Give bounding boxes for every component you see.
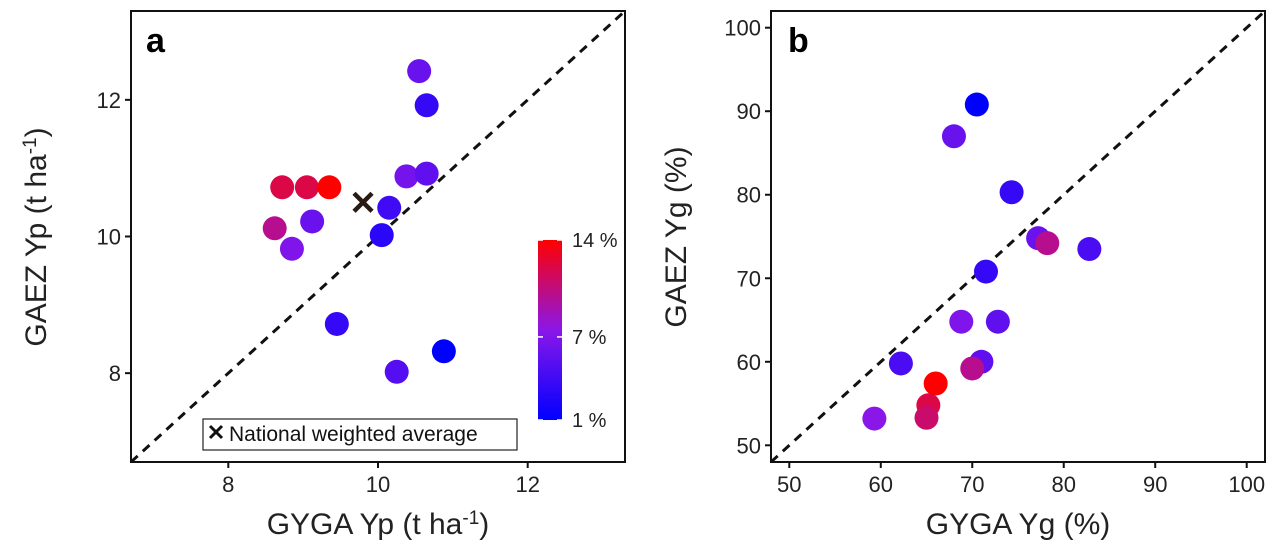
axis-ticks-a: 8 10 12 8 10 12 bbox=[97, 88, 540, 497]
colorbar-tick-label: 7 % bbox=[572, 327, 607, 349]
x-tick-label: 12 bbox=[515, 472, 539, 497]
x-axis-title-b: GYGA Yg (%) bbox=[926, 508, 1111, 541]
data-point bbox=[317, 175, 342, 200]
x-tick-label: 70 bbox=[960, 472, 984, 497]
data-point bbox=[914, 405, 939, 430]
y-tick-label: 8 bbox=[109, 361, 121, 386]
legend-box bbox=[202, 418, 518, 451]
x-tick-label: 50 bbox=[777, 472, 801, 497]
data-point bbox=[1077, 237, 1102, 262]
data-point bbox=[262, 216, 287, 241]
y-tick-label: 50 bbox=[737, 433, 761, 458]
data-point bbox=[923, 371, 948, 396]
data-point bbox=[294, 175, 319, 200]
identity-line bbox=[769, 9, 1267, 464]
data-point bbox=[414, 93, 439, 118]
x-tick-label: 10 bbox=[366, 472, 390, 497]
y-axis-title-a-sup: -1 bbox=[20, 137, 41, 154]
colorbar bbox=[538, 240, 562, 420]
legend-label: National weighted average bbox=[229, 423, 478, 446]
colorbar-ticks: 1 % 7 % 14 % bbox=[538, 230, 618, 432]
data-point bbox=[964, 92, 989, 117]
data-point bbox=[985, 309, 1010, 334]
x-tick-label: 8 bbox=[222, 472, 234, 497]
data-point bbox=[960, 356, 985, 381]
x-tick-label: 60 bbox=[869, 472, 893, 497]
data-point bbox=[300, 209, 325, 234]
data-point bbox=[377, 195, 402, 220]
scatter-points-a bbox=[262, 59, 456, 384]
scatter-points-b bbox=[862, 92, 1102, 431]
data-point bbox=[973, 259, 998, 284]
data-point bbox=[279, 236, 304, 261]
data-point bbox=[394, 164, 419, 189]
data-point bbox=[431, 339, 456, 364]
data-point bbox=[407, 59, 432, 84]
panel-label-b: b bbox=[788, 22, 809, 60]
colorbar-tick-label: 1 % bbox=[572, 410, 607, 432]
panel-b: 50 60 70 80 90 100 50 60 70 80 90 100 b GYGA Yg (%)… bbox=[660, 9, 1267, 541]
data-point bbox=[384, 359, 409, 384]
y-tick-label: 70 bbox=[737, 266, 761, 291]
data-point bbox=[414, 161, 439, 186]
x-axis-title-a-close: ) bbox=[479, 508, 489, 541]
x-axis-title-a-sup: -1 bbox=[462, 508, 479, 529]
x-axis-title-a: GYGA Yp (t ha-1) bbox=[267, 508, 490, 542]
plot-frame-b bbox=[770, 10, 1266, 463]
panel-label-a: a bbox=[146, 22, 166, 60]
data-point bbox=[324, 311, 349, 336]
x-tick-label: 100 bbox=[1228, 472, 1265, 497]
data-point bbox=[1035, 231, 1060, 256]
panel-a: 8 10 12 8 10 12 a National weighted average 1… bbox=[20, 9, 627, 542]
y-axis-title-a-close: ) bbox=[20, 127, 53, 137]
y-tick-label: 80 bbox=[737, 183, 761, 208]
marker-stroke bbox=[352, 191, 374, 213]
x-tick-label: 80 bbox=[1051, 472, 1075, 497]
axis-ticks-b: 50 60 70 80 90 100 50 60 70 80 90 100 bbox=[724, 16, 1265, 497]
y-tick-label: 10 bbox=[97, 225, 121, 250]
x-axis-title-a-base: GYGA Yp (t ha bbox=[267, 508, 463, 541]
y-tick-label: 12 bbox=[97, 88, 121, 113]
national-average-marker bbox=[352, 191, 374, 213]
y-axis-title-a: GAEZ Yp (t ha-1) bbox=[20, 127, 54, 346]
x-tick-label: 90 bbox=[1143, 472, 1167, 497]
identity-line-b bbox=[769, 9, 1267, 464]
y-tick-label: 100 bbox=[724, 16, 761, 41]
y-axis-title-a-base: GAEZ Yp (t ha bbox=[20, 154, 53, 347]
data-point bbox=[369, 223, 394, 248]
data-point bbox=[941, 124, 966, 149]
legend-a: National weighted average bbox=[202, 418, 518, 451]
y-tick-label: 60 bbox=[737, 350, 761, 375]
data-point bbox=[949, 309, 974, 334]
data-point bbox=[888, 351, 913, 376]
data-point bbox=[270, 175, 295, 200]
y-tick-label: 90 bbox=[737, 99, 761, 124]
colorbar-tick-label: 14 % bbox=[572, 230, 618, 252]
data-point bbox=[862, 406, 887, 431]
legend-x-icon bbox=[208, 424, 224, 440]
y-axis-title-b: GAEZ Yg (%) bbox=[660, 146, 693, 327]
data-point bbox=[999, 180, 1024, 205]
